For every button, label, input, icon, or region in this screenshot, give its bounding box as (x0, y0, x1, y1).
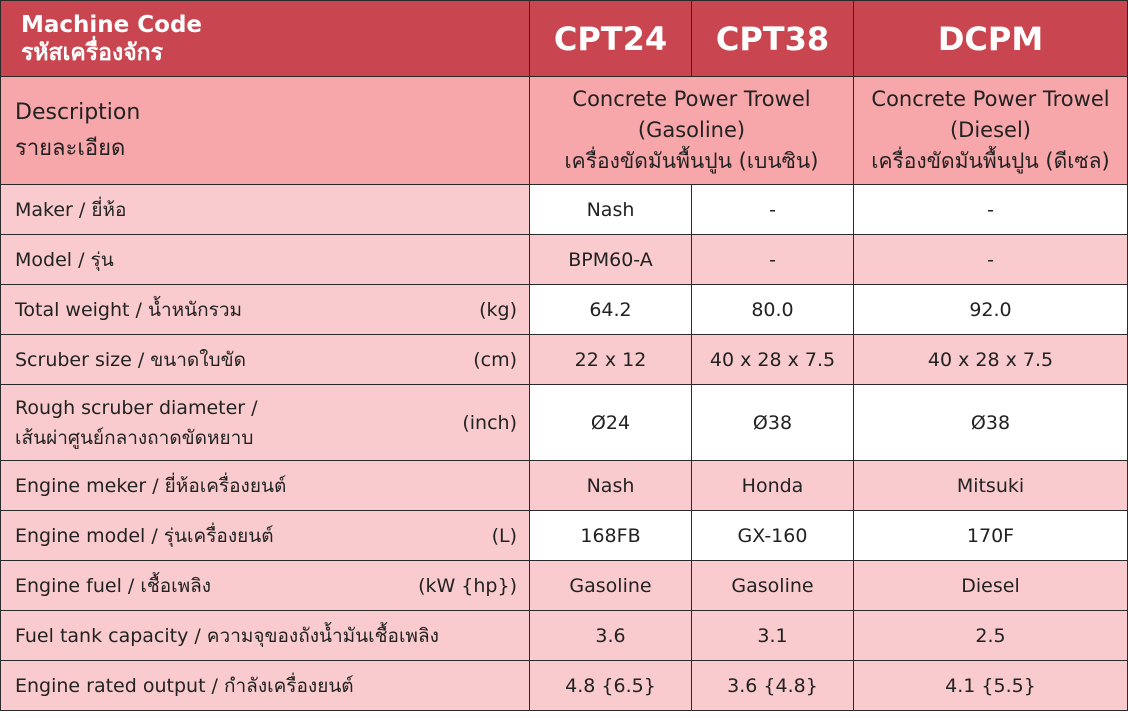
value-cell: Nash (529, 460, 692, 511)
row-label-cell: Rough scruber diameter / เส้นผ่าศูนย์กลาง… (0, 384, 530, 461)
machine-code-label: Machine Code รหัสเครื่องจักร (0, 0, 530, 77)
table-row: Rough scruber diameter / เส้นผ่าศูนย์กลาง… (0, 384, 1128, 461)
value-cell: 2.5 (853, 610, 1128, 661)
value-cell: 92.0 (853, 284, 1128, 335)
value-cell: 40 x 28 x 7.5 (853, 334, 1128, 385)
row-unit: (L) (491, 524, 517, 547)
row-label-cell: Scruber size / ขนาดใบขัด (cm) (0, 334, 530, 385)
value-cell: Diesel (853, 560, 1128, 611)
description-gasoline: Concrete Power Trowel (Gasoline) เครื่อง… (529, 76, 854, 185)
table-row: Engine model / รุ่นเครื่องยนต์ (L) 168FB GX… (0, 510, 1128, 561)
value-cell: BPM60-A (529, 234, 692, 285)
value-cell: Honda (691, 460, 854, 511)
row-label-cell: Engine fuel / เชื้อเพลิง (kW {hp}) (0, 560, 530, 611)
desc-line: (Diesel) (949, 118, 1031, 142)
desc-line: Concrete Power Trowel (871, 87, 1110, 111)
label-en: Machine Code (21, 11, 203, 38)
row-label: Engine fuel / เชื้อเพลิง (15, 574, 212, 597)
row-label-cell: Total weight / น้ำหนักรวม (kg) (0, 284, 530, 335)
label-th: รหัสเครื่องจักร (21, 39, 163, 66)
value-cell: Ø38 (853, 384, 1128, 461)
row-label-cell: Maker / ยี่ห้อ (0, 184, 530, 235)
row-label: Model / รุ่น (15, 248, 114, 271)
value-cell: 4.1 {5.5} (853, 660, 1128, 711)
value-cell: 168FB (529, 510, 692, 561)
row-label-cell: Engine meker / ยี่ห้อเครื่องยนต์ (0, 460, 530, 511)
row-unit: (kg) (479, 298, 517, 321)
value-cell: Nash (529, 184, 692, 235)
table-row: Model / รุ่น BPM60-A - - (0, 234, 1128, 285)
row-unit: (inch) (462, 411, 517, 434)
row-label-th: เส้นผ่าศูนย์กลางถาดขัดหยาบ (15, 426, 254, 449)
value-cell: - (853, 184, 1128, 235)
row-unit: (cm) (473, 348, 517, 371)
value-cell: 40 x 28 x 7.5 (691, 334, 854, 385)
value-cell: GX-160 (691, 510, 854, 561)
table-row: Total weight / น้ำหนักรวม (kg) 64.2 80.0 92.… (0, 284, 1128, 335)
row-label: Engine model / รุ่นเครื่องยนต์ (15, 524, 274, 547)
header-row: Machine Code รหัสเครื่องจักร CPT24 CPT38… (0, 0, 1128, 77)
value-cell: 80.0 (691, 284, 854, 335)
table-row: Maker / ยี่ห้อ Nash - - (0, 184, 1128, 235)
value-cell: Gasoline (691, 560, 854, 611)
label-en: Description (15, 99, 141, 125)
row-label: Engine meker / ยี่ห้อเครื่องยนต์ (15, 474, 287, 497)
value-cell: 64.2 (529, 284, 692, 335)
description-row: Description รายละเอียด Concrete Power Tr… (0, 76, 1128, 185)
row-label-cell: Engine model / รุ่นเครื่องยนต์ (L) (0, 510, 530, 561)
table-row: Fuel tank capacity / ความจุของถังน้ำมันเ… (0, 610, 1128, 661)
row-label: Total weight / น้ำหนักรวม (15, 298, 243, 321)
row-label-cell: Model / รุ่น (0, 234, 530, 285)
description-label: Description รายละเอียด (0, 76, 530, 185)
value-cell: - (691, 184, 854, 235)
row-label: Maker / ยี่ห้อ (15, 198, 127, 221)
desc-line: Concrete Power Trowel (572, 87, 811, 111)
value-cell: Gasoline (529, 560, 692, 611)
value-cell: 170F (853, 510, 1128, 561)
row-label-cell: Fuel tank capacity / ความจุของถังน้ำมันเ… (0, 610, 530, 661)
desc-line: เครื่องขัดมันพื้นปูน (เบนซิน) (564, 149, 819, 173)
code-dcpm: DCPM (853, 0, 1128, 77)
value-cell: - (853, 234, 1128, 285)
value-cell: 3.6 (529, 610, 692, 661)
row-label: Rough scruber diameter / (15, 396, 258, 419)
value-cell: 3.6 {4.8} (691, 660, 854, 711)
row-label: Scruber size / ขนาดใบขัด (15, 348, 246, 371)
value-cell: Ø38 (691, 384, 854, 461)
value-cell: 22 x 12 (529, 334, 692, 385)
value-cell: - (691, 234, 854, 285)
table-row: Scruber size / ขนาดใบขัด (cm) 22 x 12 40 x … (0, 334, 1128, 385)
table-row: Engine meker / ยี่ห้อเครื่องยนต์ Nash Hond… (0, 460, 1128, 511)
desc-line: (Gasoline) (637, 118, 746, 142)
label-th: รายละเอียด (15, 135, 126, 161)
value-cell: Ø24 (529, 384, 692, 461)
description-diesel: Concrete Power Trowel (Diesel) เครื่องขั… (853, 76, 1128, 185)
row-unit: (kW {hp}) (418, 574, 517, 597)
table-row: Engine rated output / กำลังเครื่องยนต์ 4.… (0, 660, 1128, 711)
row-label: Engine rated output / กำลังเครื่องยนต์ (15, 674, 354, 697)
row-label-cell: Engine rated output / กำลังเครื่องยนต์ (0, 660, 530, 711)
row-label: Fuel tank capacity / ความจุของถังน้ำมันเ… (15, 624, 439, 647)
table-row: Engine fuel / เชื้อเพลิง (kW {hp}) Gasolin… (0, 560, 1128, 611)
desc-line: เครื่องขัดมันพื้นปูน (ดีเซล) (871, 149, 1110, 173)
code-cpt38: CPT38 (691, 0, 854, 77)
code-cpt24: CPT24 (529, 0, 692, 77)
value-cell: Mitsuki (853, 460, 1128, 511)
value-cell: 4.8 {6.5} (529, 660, 692, 711)
value-cell: 3.1 (691, 610, 854, 661)
